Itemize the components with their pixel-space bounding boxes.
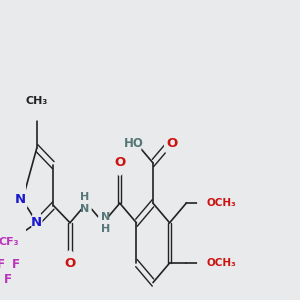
Circle shape — [131, 131, 141, 156]
Circle shape — [115, 151, 125, 175]
Text: O: O — [64, 256, 76, 269]
Text: OCH₃: OCH₃ — [206, 258, 236, 268]
Text: CF₃: CF₃ — [0, 237, 19, 247]
Text: N
H: N H — [101, 212, 110, 234]
Text: HO: HO — [124, 137, 143, 150]
Circle shape — [3, 230, 14, 254]
Circle shape — [32, 211, 42, 235]
Text: O: O — [167, 137, 178, 150]
Circle shape — [165, 131, 175, 156]
Text: N: N — [15, 193, 26, 206]
Text: CH₃: CH₃ — [26, 96, 48, 106]
Text: H
N: H N — [80, 192, 89, 214]
Circle shape — [32, 96, 42, 120]
Text: F: F — [12, 258, 20, 271]
Circle shape — [65, 251, 75, 275]
Circle shape — [98, 211, 108, 235]
Circle shape — [198, 251, 208, 275]
Circle shape — [198, 191, 208, 215]
Text: F: F — [0, 258, 5, 271]
Text: F: F — [4, 273, 12, 286]
Text: N: N — [31, 216, 42, 229]
Text: OCH₃: OCH₃ — [206, 198, 236, 208]
Circle shape — [82, 191, 92, 215]
Text: O: O — [114, 157, 125, 169]
Circle shape — [18, 188, 28, 212]
